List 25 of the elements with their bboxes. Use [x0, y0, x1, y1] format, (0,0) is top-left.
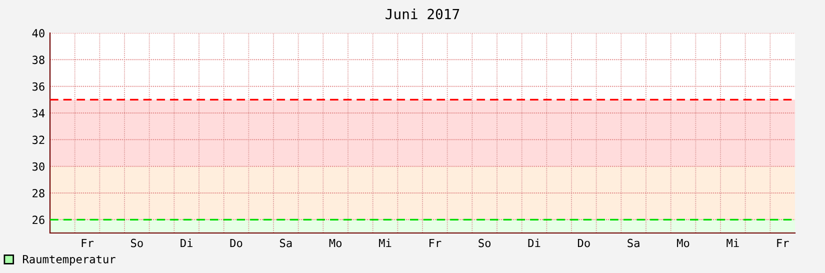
legend-label: Raumtemperatur: [23, 255, 116, 266]
x-tick-label: Di: [528, 238, 540, 248]
x-tick-label: Do: [230, 238, 242, 248]
x-tick-label: Di: [180, 238, 193, 248]
x-tick-label: Fr: [82, 238, 94, 248]
y-tick-label: 26: [32, 216, 44, 224]
x-tick-label: Mo: [329, 238, 342, 248]
x-tick-label: So: [130, 238, 143, 248]
y-tick-label: 36: [32, 82, 44, 91]
x-tick-label: Do: [578, 238, 590, 248]
y-tick-label: 40: [32, 29, 44, 38]
x-tick-label: Mo: [677, 238, 690, 248]
x-tick-label: Fr: [429, 238, 442, 248]
chart-title: Juni 2017: [386, 8, 460, 20]
y-tick-label: 28: [32, 189, 44, 198]
y-tick-label: 38: [32, 56, 44, 64]
y-tick-label: 34: [32, 109, 45, 118]
x-tick-label: Sa: [280, 238, 292, 248]
x-tick-label: Sa: [628, 238, 640, 248]
x-tick-label: Fr: [777, 238, 789, 248]
y-tick-label: 32: [32, 136, 44, 144]
x-tick-label: Mi: [379, 238, 392, 248]
x-tick-label: So: [478, 238, 491, 248]
y-tick-label: 30: [32, 162, 44, 171]
x-tick-label: Mi: [726, 238, 739, 248]
